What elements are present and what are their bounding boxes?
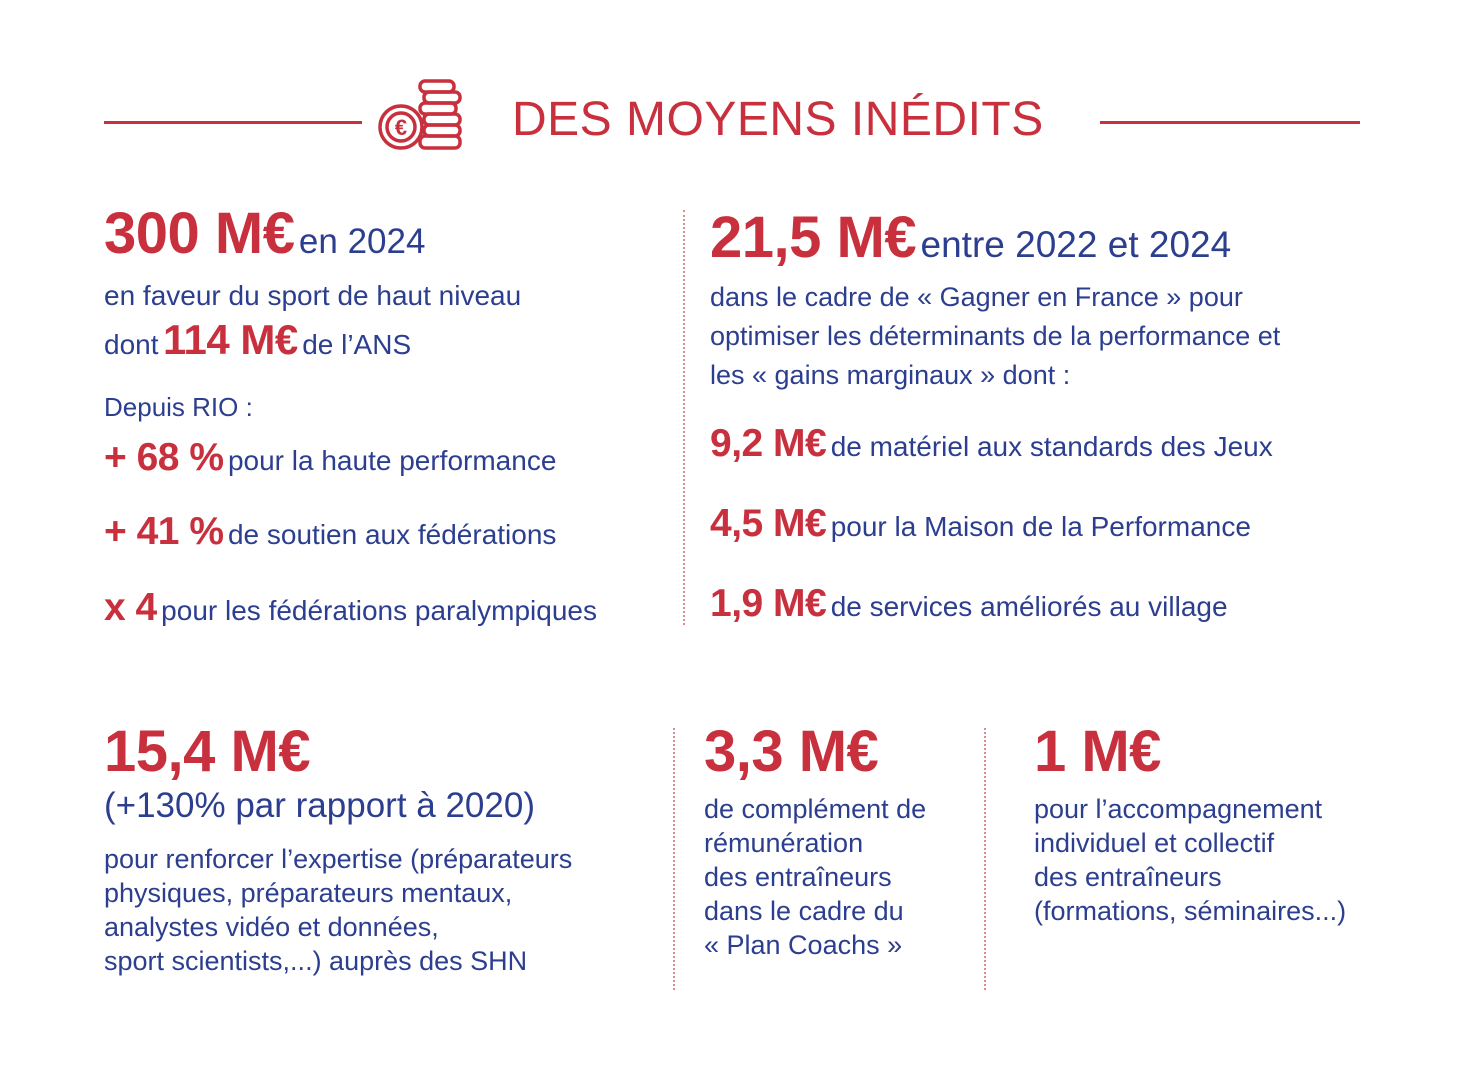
amount-suffix: en 2024 xyxy=(298,222,426,261)
expertise-desc: pour renforcer l’expertise (préparateurs… xyxy=(104,842,572,978)
amount-15-4-sub: (+130% par rapport à 2020) xyxy=(104,786,535,825)
stat-value: + 41 % xyxy=(104,510,224,553)
item-value: 4,5 M€ xyxy=(710,502,827,545)
coins-euro-icon: € xyxy=(378,79,462,150)
desc-line: pour l’accompagnement xyxy=(1034,794,1323,824)
amount-3-3: 3,3 M€ xyxy=(704,719,879,784)
divider-top xyxy=(683,210,685,625)
gagner-en-france-desc: dans le cadre de « Gagner en France » po… xyxy=(710,278,1280,395)
accompagnement-desc: pour l’accompagnement individuel et coll… xyxy=(1034,792,1346,928)
stat-text: de soutien aux fédérations xyxy=(227,519,557,550)
desc-line: de complément de xyxy=(704,794,927,824)
amount-1: 1 M€ xyxy=(1034,719,1161,784)
item-text: de services améliorés au village xyxy=(830,591,1228,622)
plan-coachs-desc: de complément de rémunération des entraî… xyxy=(704,792,926,962)
since-rio-label: Depuis RIO : xyxy=(104,392,253,422)
desc-line: individuel et collectif xyxy=(1034,828,1275,858)
dont-prefix: dont xyxy=(104,329,159,360)
item-row: 4,5 M€ pour la Maison de la Performance xyxy=(710,502,1251,546)
desc-line: analystes vidéo et données, xyxy=(104,912,439,942)
item-row: 1,9 M€ de services améliorés au village xyxy=(710,582,1228,626)
header-rule-right xyxy=(1100,121,1360,124)
svg-text:€: € xyxy=(395,115,407,140)
desc-line: optimiser les déterminants de la perform… xyxy=(710,321,1281,351)
amount-21-5: 21,5 M€ entre 2022 et 2024 xyxy=(710,204,1231,271)
amount-300: 300 M€ en 2024 xyxy=(104,200,425,267)
desc-line: rémunération xyxy=(704,828,864,858)
item-text: de matériel aux standards des Jeux xyxy=(830,431,1273,462)
stat-row: x 4 pour les fédérations paralympiques xyxy=(104,586,597,630)
desc-line: sport scientists,...) auprès des SHN xyxy=(104,946,528,976)
item-text: pour la Maison de la Performance xyxy=(830,511,1251,542)
amount-value: 21,5 M€ xyxy=(710,205,917,270)
amount-suffix: entre 2022 et 2024 xyxy=(920,224,1232,265)
divider-bottom-2 xyxy=(984,728,986,990)
desc-line: physiques, préparateurs mentaux, xyxy=(104,878,513,908)
amount-114: 114 M€ xyxy=(162,316,298,363)
desc-line: dans le cadre du xyxy=(704,896,904,926)
desc-line: des entraîneurs xyxy=(704,862,892,892)
amount-300-desc: en faveur du sport de haut niveau xyxy=(104,280,522,311)
ans-suffix: de l’ANS xyxy=(302,329,412,360)
stat-value: x 4 xyxy=(104,586,157,629)
desc-line: « Plan Coachs » xyxy=(704,930,903,960)
desc-line: des entraîneurs xyxy=(1034,862,1222,892)
divider-bottom-1 xyxy=(673,728,675,990)
page-title: DES MOYENS INÉDITS xyxy=(512,93,1044,146)
amount-114-line: dont 114 M€ de l’ANS xyxy=(104,316,411,364)
desc-line: (formations, séminaires...) xyxy=(1034,896,1347,926)
desc-line: dans le cadre de « Gagner en France » po… xyxy=(710,282,1243,312)
desc-line: pour renforcer l’expertise (préparateurs xyxy=(104,844,573,874)
stat-row: + 68 % pour la haute performance xyxy=(104,436,556,480)
stat-value: + 68 % xyxy=(104,436,224,479)
item-row: 9,2 M€ de matériel aux standards des Jeu… xyxy=(710,422,1273,466)
item-value: 1,9 M€ xyxy=(710,582,827,625)
stat-row: + 41 % de soutien aux fédérations xyxy=(104,510,556,554)
item-value: 9,2 M€ xyxy=(710,422,827,465)
amount-value: 300 M€ xyxy=(104,201,295,266)
amount-15-4: 15,4 M€ xyxy=(104,719,311,784)
stat-text: pour la haute performance xyxy=(227,445,557,476)
header-rule-left xyxy=(104,121,362,124)
desc-line: les « gains marginaux » dont : xyxy=(710,360,1071,390)
stat-text: pour les fédérations paralympiques xyxy=(161,595,597,626)
